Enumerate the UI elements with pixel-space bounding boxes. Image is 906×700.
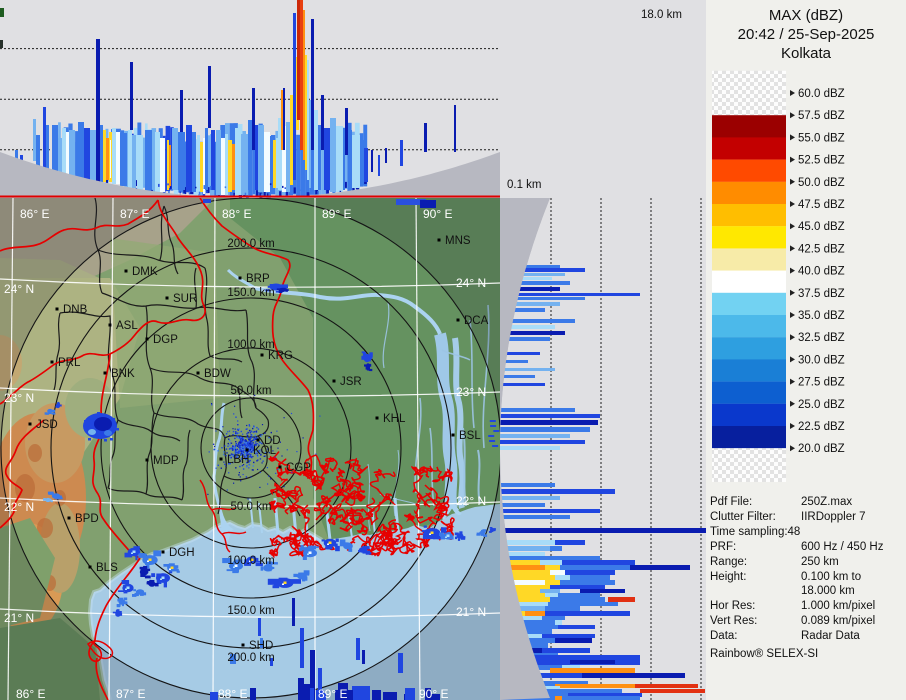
svg-text:87° E: 87° E: [116, 687, 145, 700]
svg-text:MNS: MNS: [445, 235, 471, 247]
svg-text:42.5 dBZ: 42.5 dBZ: [798, 243, 845, 255]
svg-text:50.0 dBZ: 50.0 dBZ: [798, 177, 845, 189]
svg-text:52.5 dBZ: 52.5 dBZ: [798, 155, 845, 167]
svg-text:22° N: 22° N: [456, 494, 486, 508]
svg-text:90° E: 90° E: [419, 687, 448, 700]
svg-text:PRL: PRL: [58, 357, 81, 369]
svg-text:32.5 dBZ: 32.5 dBZ: [798, 332, 845, 344]
svg-text:88° E: 88° E: [218, 687, 247, 700]
svg-text:BPD: BPD: [75, 513, 99, 525]
svg-text:27.5 dBZ: 27.5 dBZ: [798, 377, 845, 389]
svg-text:BLS: BLS: [96, 562, 118, 574]
svg-text:KHL: KHL: [383, 413, 406, 425]
svg-text:LBH: LBH: [227, 454, 249, 466]
svg-text:21° N: 21° N: [456, 605, 486, 619]
svg-text:50.0 km: 50.0 km: [231, 385, 272, 397]
svg-text:200.0 km: 200.0 km: [227, 238, 274, 250]
svg-text:DGH: DGH: [169, 547, 195, 559]
svg-text:CGP: CGP: [286, 462, 311, 474]
svg-text:KOL: KOL: [253, 445, 277, 457]
svg-text:BRP: BRP: [246, 273, 270, 285]
svg-text:100.0 km: 100.0 km: [227, 555, 274, 567]
svg-text:21° N: 21° N: [4, 611, 34, 625]
svg-text:KRG: KRG: [268, 350, 293, 362]
svg-text:BDW: BDW: [204, 368, 231, 380]
svg-text:45.0 dBZ: 45.0 dBZ: [798, 221, 845, 233]
svg-text:25.0 dBZ: 25.0 dBZ: [798, 399, 845, 411]
svg-text:JSD: JSD: [36, 419, 58, 431]
svg-text:90° E: 90° E: [423, 207, 452, 221]
svg-text:23° N: 23° N: [4, 391, 34, 405]
svg-text:22.5 dBZ: 22.5 dBZ: [798, 421, 845, 433]
svg-text:DMK: DMK: [132, 266, 158, 278]
svg-text:SHD: SHD: [249, 640, 273, 652]
svg-text:DGP: DGP: [153, 334, 178, 346]
svg-text:30.0 dBZ: 30.0 dBZ: [798, 354, 845, 366]
svg-text:SUR: SUR: [173, 293, 197, 305]
svg-text:87° E: 87° E: [120, 207, 149, 221]
svg-text:55.0 dBZ: 55.0 dBZ: [798, 132, 845, 144]
svg-text:23° N: 23° N: [456, 385, 486, 399]
svg-text:DCA: DCA: [464, 315, 489, 327]
svg-text:47.5 dBZ: 47.5 dBZ: [798, 199, 845, 211]
svg-text:DNB: DNB: [63, 304, 88, 316]
svg-text:MDP: MDP: [153, 455, 179, 467]
svg-text:86° E: 86° E: [20, 207, 49, 221]
svg-text:88° E: 88° E: [222, 207, 251, 221]
svg-text:JSR: JSR: [340, 376, 362, 388]
svg-text:60.0 dBZ: 60.0 dBZ: [798, 88, 845, 100]
svg-text:200.0 km: 200.0 km: [227, 652, 274, 664]
svg-text:37.5 dBZ: 37.5 dBZ: [798, 288, 845, 300]
svg-text:20.0 dBZ: 20.0 dBZ: [798, 443, 845, 455]
svg-text:24° N: 24° N: [456, 276, 486, 290]
svg-text:22° N: 22° N: [4, 500, 34, 514]
svg-text:DD: DD: [264, 435, 281, 447]
svg-text:40.0 dBZ: 40.0 dBZ: [798, 266, 845, 278]
svg-text:57.5 dBZ: 57.5 dBZ: [798, 110, 845, 122]
svg-text:50.0 km: 50.0 km: [231, 501, 272, 513]
svg-text:89° E: 89° E: [318, 687, 347, 700]
svg-text:89° E: 89° E: [322, 207, 351, 221]
svg-text:35.0 dBZ: 35.0 dBZ: [798, 310, 845, 322]
svg-text:100.0 km: 100.0 km: [227, 339, 274, 351]
svg-text:150.0 km: 150.0 km: [227, 287, 274, 299]
svg-text:86° E: 86° E: [16, 687, 45, 700]
svg-text:BSL: BSL: [459, 430, 481, 442]
svg-text:24° N: 24° N: [4, 282, 34, 296]
svg-text:ASL: ASL: [116, 320, 138, 332]
svg-text:150.0 km: 150.0 km: [227, 605, 274, 617]
svg-text:BNK: BNK: [111, 368, 135, 380]
